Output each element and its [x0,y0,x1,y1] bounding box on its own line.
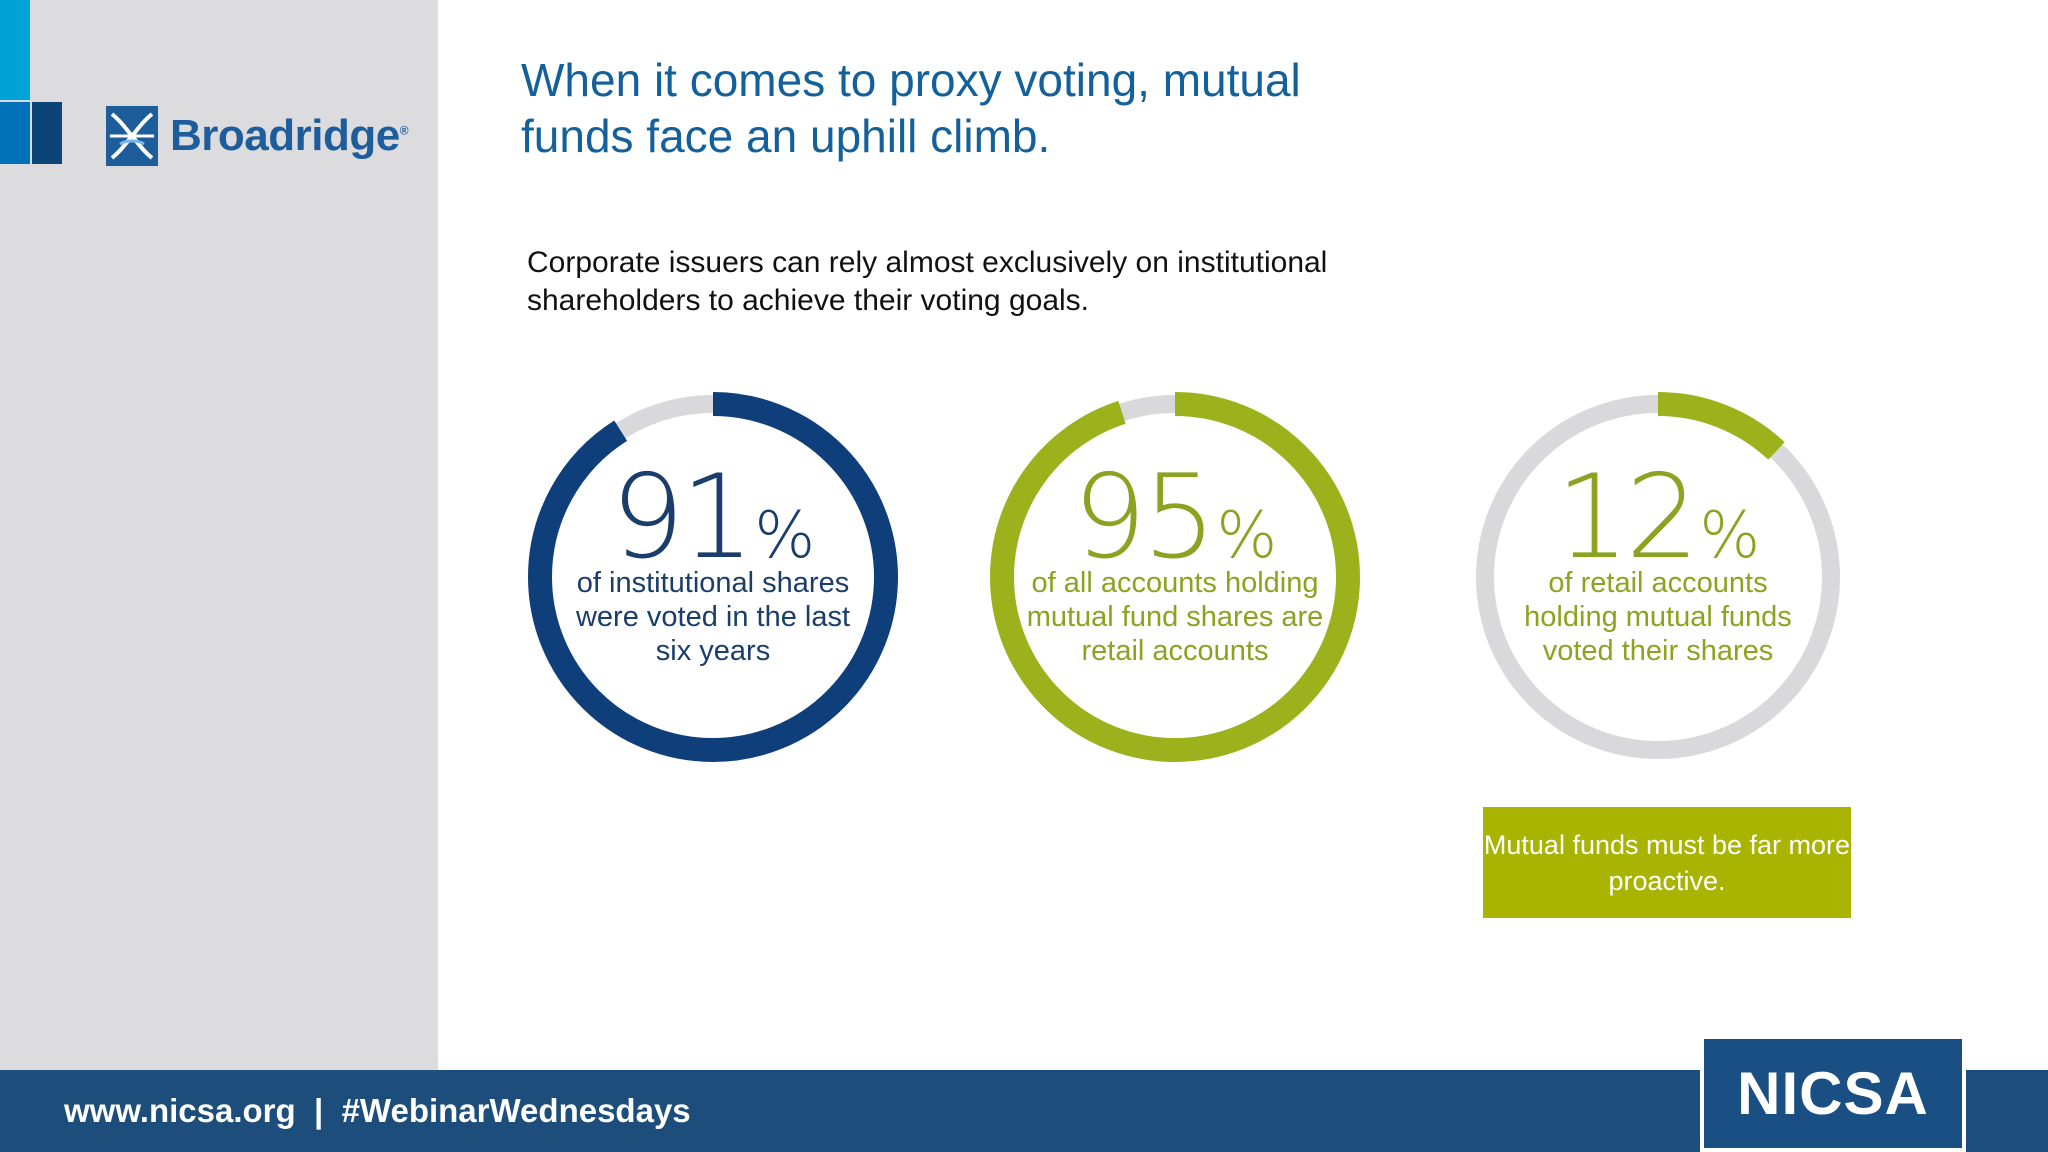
broadridge-logo-icon [106,106,158,166]
stat-value: 95% [1072,450,1278,585]
broadridge-logo-text: Broadridge® [170,111,409,160]
stat-value: 12% [1555,450,1761,585]
stat-caption: of retail accounts holding mutual funds … [1524,567,1792,667]
progress-ring [990,392,1360,762]
ring-fill [1473,392,1843,762]
broadridge-logo: Broadridge® [106,106,409,166]
stat-caption: of institutional shares were voted in th… [575,567,851,667]
stat-ring-retail-voted: 12% of retail accounts holding mutual fu… [1463,382,1853,772]
nicsa-logo: NICSA [1700,1035,1966,1152]
accent-bar-cyan [0,0,30,100]
callout-box: Mutual funds must be far more proactive. [1483,807,1851,918]
left-sidebar-panel [0,0,438,1070]
progress-ring [528,392,898,762]
stat-ring-institutional: 91% of institutional shares were voted i… [518,382,908,772]
stat-caption: of all accounts holding mutual fund shar… [1026,567,1324,667]
footer-text: www.nicsa.org | #WebinarWednesdays [64,1092,691,1129]
progress-ring [1473,392,1843,762]
slide-subtitle: Corporate issuers can rely almost exclus… [527,246,1328,317]
accent-bar-blue [0,102,30,164]
accent-bar-navy [32,102,62,164]
slide-title: When it comes to proxy voting, mutual fu… [521,54,1301,162]
stat-ring-retail-share: 95% of all accounts holding mutual fund … [980,382,1370,772]
ring-fill [990,392,1360,762]
ring-fill [528,392,898,762]
stat-value: 91% [610,450,816,585]
